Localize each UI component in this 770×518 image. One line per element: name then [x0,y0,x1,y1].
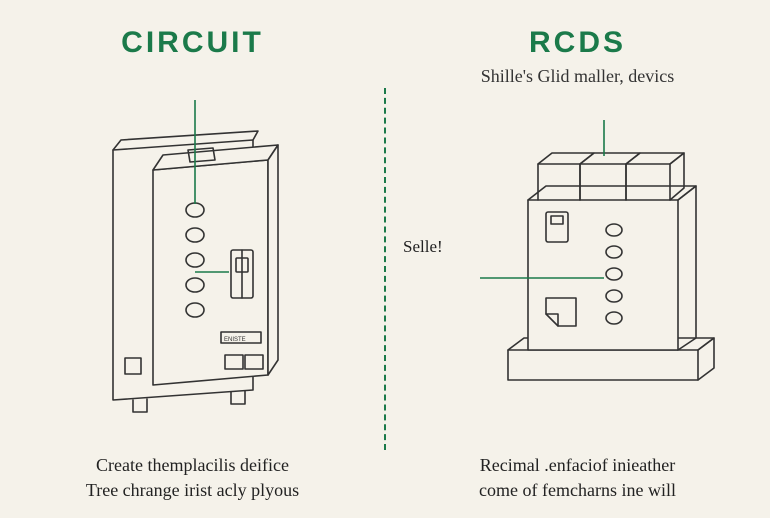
left-column: CIRCUIT [0,0,385,518]
right-device-wrap: Selle! [385,87,770,453]
right-subtitle: Shille's Glid maller, devics [481,66,675,87]
left-caption: Create themplacilis deifice Tree chrange… [58,453,327,518]
left-device-wrap: ENISTE [0,66,385,453]
left-caption-line1: Create themplacilis deifice [96,455,289,475]
right-column: RCDS Shille's Glid maller, devics Selle! [385,0,770,518]
circuit-device-svg: ENISTE [43,100,343,420]
rcd-device-svg [418,120,738,420]
center-divider [384,88,386,450]
callout-label: Selle! [403,237,443,257]
comparison-infographic: CIRCUIT [0,0,770,518]
left-caption-line2: Tree chrange irist acly plyous [86,480,299,500]
device-small-label: ENISTE [224,337,246,343]
left-title: CIRCUIT [121,26,264,60]
right-caption-line1: Recimal .enfaciof inieather [480,455,675,475]
right-title: RCDS [529,26,626,60]
right-caption-line2: come of femcharns ine will [479,480,676,500]
right-caption: Recimal .enfaciof inieather come of femc… [451,453,704,518]
